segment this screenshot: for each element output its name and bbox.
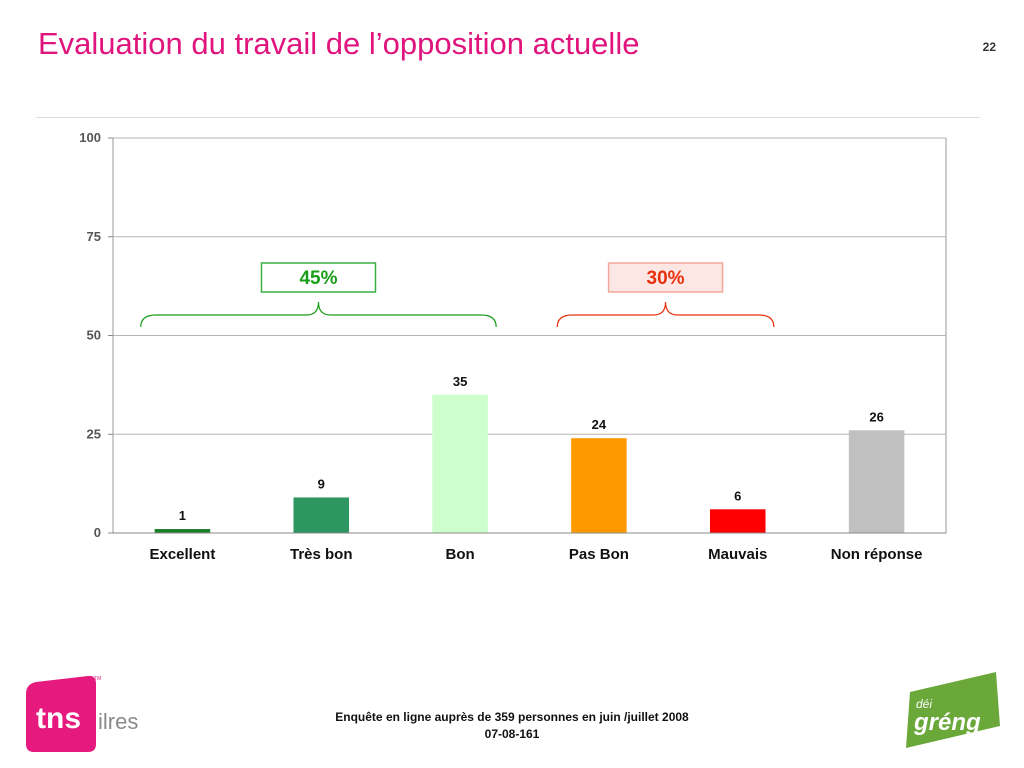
bar — [848, 430, 905, 533]
bar — [432, 394, 488, 533]
x-category-label: Très bon — [290, 546, 353, 563]
bar-value-label: 35 — [453, 374, 467, 389]
tns-logo-text: tns — [36, 702, 81, 735]
y-tick-label: 75 — [87, 229, 101, 244]
tns-ilres-logo: tns ilres TM — [26, 675, 138, 752]
y-tick-label: 50 — [87, 328, 101, 343]
group-brace — [140, 301, 497, 328]
bar-value-label: 1 — [179, 508, 186, 523]
footer-study-code: 07-08-161 — [484, 727, 540, 741]
group-percentage-box — [607, 262, 724, 293]
group-percentage-label: 30% — [647, 268, 685, 289]
ilres-logo-text: ilres — [98, 709, 138, 734]
bar-value-label: 6 — [734, 488, 741, 503]
x-category-label: Pas Bon — [569, 546, 629, 563]
x-category-label: Non réponse — [831, 546, 923, 563]
bar — [571, 438, 627, 533]
dei-greng-logo: déi gréng — [906, 672, 1000, 748]
group-brace — [556, 301, 775, 328]
bar-value-label: 26 — [869, 409, 883, 424]
x-category-label: Mauvais — [708, 546, 767, 563]
greng-logo-small-text: déi — [916, 697, 932, 711]
x-category-label: Bon — [445, 546, 474, 563]
group-percentage-box — [260, 262, 377, 293]
bar — [709, 509, 766, 533]
bar — [293, 497, 350, 533]
page-number: 22 — [982, 40, 996, 54]
greng-logo-main-text: gréng — [913, 709, 981, 736]
title-divider — [36, 117, 980, 118]
y-tick-label: 100 — [79, 130, 101, 145]
bar-value-label: 9 — [318, 476, 325, 491]
x-category-label: Excellent — [149, 546, 215, 563]
footer-survey-note: Enquête en ligne auprès de 359 personnes… — [335, 710, 689, 724]
trademark-text: TM — [94, 676, 101, 682]
y-tick-label: 0 — [94, 525, 101, 540]
bar — [154, 529, 211, 533]
y-tick-label: 25 — [87, 426, 101, 441]
bar-value-label: 24 — [592, 417, 607, 432]
group-percentage-label: 45% — [299, 268, 337, 289]
slide-title: Evaluation du travail de l’opposition ac… — [38, 26, 640, 61]
